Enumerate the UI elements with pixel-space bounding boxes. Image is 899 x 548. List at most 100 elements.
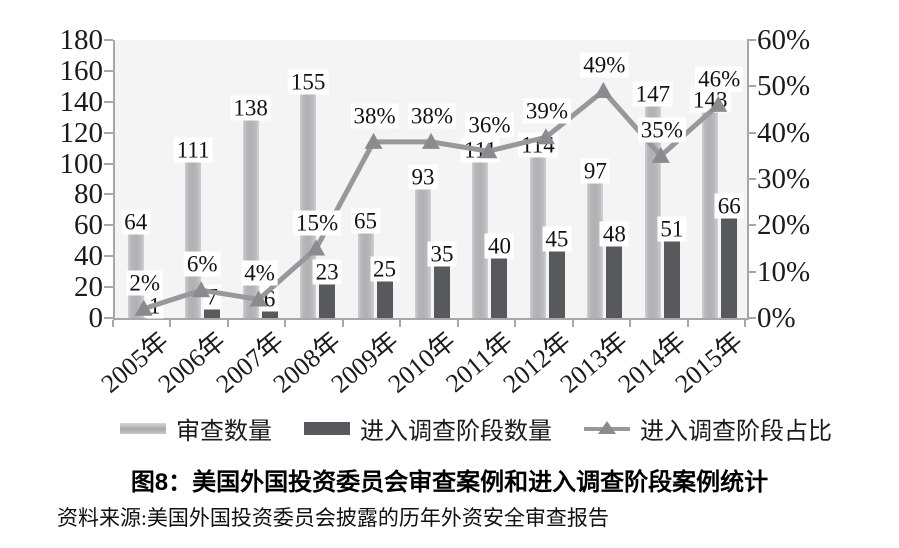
bar-investigation	[434, 263, 450, 318]
y-tick-label-left: 160	[59, 54, 104, 87]
bar-investigation	[548, 248, 565, 318]
bar-investigation	[204, 307, 221, 318]
bar-review	[529, 141, 546, 318]
source-note: 资料来源:美国外国投资委员会披露的历年外资安全审查报告	[57, 506, 609, 530]
triangle-marker-icon	[598, 420, 616, 434]
line-marker-icon	[192, 281, 211, 298]
y-tick-label-right: 40%	[757, 116, 811, 149]
line-marker-icon	[479, 142, 498, 159]
x-tick	[284, 320, 287, 327]
review-bar-swatch-icon	[120, 423, 166, 434]
y-tick-label-left: 60	[74, 209, 103, 242]
y-tick-right	[747, 131, 756, 134]
bar-investigation	[376, 279, 393, 318]
bar-value-label-investigation: 66	[714, 193, 744, 219]
y-tick-label-left: 80	[74, 178, 103, 211]
bar-value-label-review: 64	[121, 209, 151, 235]
y-tick-right	[747, 39, 756, 41]
y-tick-left	[104, 39, 113, 41]
y-tick-label-right: 10%	[757, 255, 811, 288]
bar-review	[587, 168, 604, 318]
bar-review	[702, 97, 719, 318]
x-tick	[686, 320, 689, 327]
y-tick-label-left: 140	[59, 85, 104, 118]
x-tick	[112, 320, 114, 327]
bar-value-label-investigation: 51	[657, 216, 687, 242]
x-tick	[629, 320, 632, 327]
y-tick-left	[104, 162, 113, 165]
percent-label: 38%	[350, 103, 399, 129]
y-tick-left	[104, 224, 113, 227]
percent-label: 4%	[241, 260, 278, 286]
y-tick-left	[104, 100, 113, 103]
bar-review	[472, 146, 489, 318]
y-tick-label-left: 120	[59, 116, 104, 149]
y-tick-left	[104, 255, 113, 258]
x-tick	[169, 320, 172, 327]
bar-value-label-investigation: 48	[599, 221, 629, 247]
bar-value-label-investigation: 45	[542, 226, 572, 251]
line-marker-icon	[594, 81, 613, 98]
percent-label: 46%	[695, 66, 744, 92]
ratio-line-swatch-icon	[584, 420, 630, 434]
y-tick-label-left: 180	[59, 24, 104, 56]
bar-value-label-review: 111	[173, 137, 213, 163]
y-tick-right	[747, 317, 756, 319]
bar-review	[357, 217, 374, 318]
legend-item-ratio: 进入调查阶段占比	[584, 411, 832, 446]
y-tick-left	[104, 286, 113, 289]
line-marker-icon	[709, 95, 728, 112]
bar-investigation	[721, 216, 738, 318]
y-tick-left	[104, 131, 113, 134]
legend-item-review: 审查数量	[120, 411, 272, 446]
x-tick	[341, 320, 344, 327]
legend-label-ratio: 进入调查阶段占比	[640, 419, 832, 445]
legend-label-investigation: 进入调查阶段数量	[360, 419, 552, 445]
y-tick-label-left: 20	[74, 271, 103, 304]
bar-review	[415, 174, 431, 318]
figure-title: 图8：美国外国投资委员会审查案例和进入调查阶段案例统计	[130, 469, 769, 496]
line-marker-icon	[364, 132, 383, 149]
x-tick	[571, 320, 574, 327]
y-tick-label-right: 0%	[757, 302, 796, 334]
y-tick-label-right: 60%	[757, 24, 811, 56]
y-tick-label-right: 50%	[757, 70, 811, 103]
percent-label: 6%	[183, 251, 221, 277]
bar-value-label-investigation: 23	[312, 259, 342, 285]
y-tick-right	[747, 85, 756, 88]
line-marker-icon	[307, 239, 326, 256]
y-tick-left	[104, 317, 113, 319]
y-tick-right	[747, 178, 756, 180]
bar-value-label-review: 93	[408, 164, 438, 190]
bar-value-label-investigation: 40	[484, 233, 514, 259]
line-marker-icon	[134, 299, 153, 316]
percent-label: 36%	[465, 112, 514, 138]
bar-investigation	[261, 308, 278, 318]
trend-line-layer	[134, 81, 728, 316]
percent-label: 38%	[407, 103, 457, 129]
y-tick-right	[747, 270, 756, 273]
legend-label-review: 审查数量	[176, 419, 272, 445]
bar-value-label-investigation: 35	[427, 241, 457, 267]
x-tick	[399, 320, 402, 327]
bar-value-label-review: 97	[580, 158, 610, 184]
x-tick	[744, 320, 746, 327]
y-tick-label-right: 30%	[757, 163, 811, 195]
bar-investigation	[606, 243, 623, 318]
bar-investigation	[319, 282, 336, 318]
y-tick-right	[747, 224, 756, 227]
percent-label: 15%	[292, 210, 342, 235]
line-marker-icon	[536, 128, 555, 145]
plot-area: 64 1 111 7 138 6 155 23 65 25 93 35 111 40 114 45 97 48 14…	[113, 40, 749, 320]
percent-label: 49%	[580, 52, 629, 78]
y-tick-label-left: 40	[74, 240, 103, 273]
percent-label: 2%	[126, 270, 164, 296]
y-tick-label-left: 0	[88, 302, 104, 334]
y-tick-left	[104, 69, 113, 72]
bar-value-label-review: 155	[287, 69, 329, 95]
y-tick-label-right: 20%	[757, 209, 811, 242]
line-marker-icon	[651, 146, 670, 163]
y-tick-label-left: 100	[59, 147, 104, 180]
x-tick	[226, 320, 229, 327]
bar-investigation	[663, 239, 680, 318]
